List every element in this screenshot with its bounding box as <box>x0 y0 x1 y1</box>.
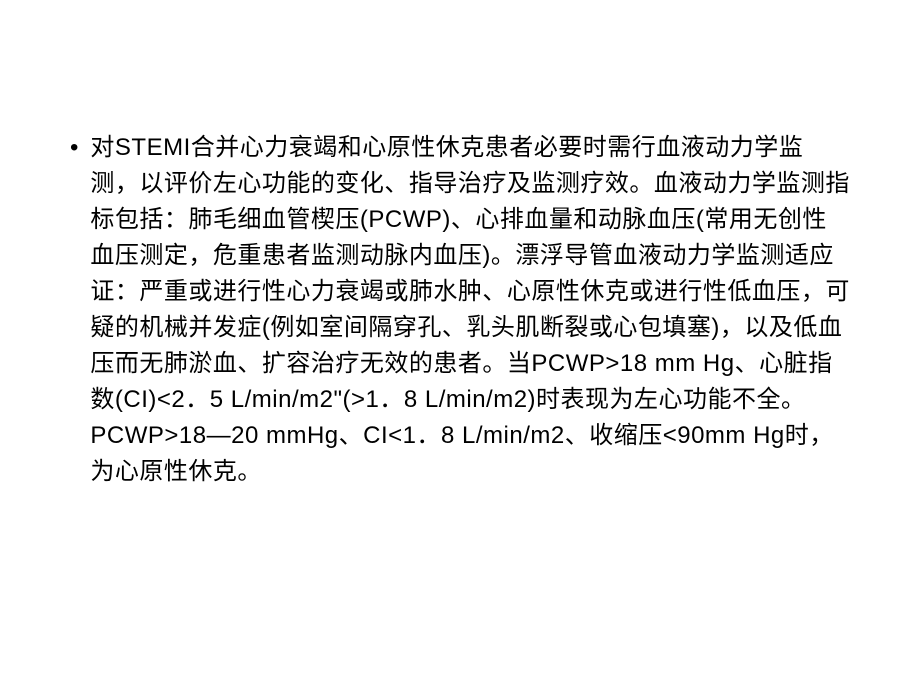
bullet-marker: • <box>70 130 78 166</box>
bullet-item: • 对STEMI合并心力衰竭和心原性休克患者必要时需行血液动力学监测，以评价左心… <box>70 130 850 490</box>
slide-body-text: 对STEMI合并心力衰竭和心原性休克患者必要时需行血液动力学监测，以评价左心功能… <box>90 130 850 490</box>
slide-container: • 对STEMI合并心力衰竭和心原性休克患者必要时需行血液动力学监测，以评价左心… <box>0 0 920 690</box>
